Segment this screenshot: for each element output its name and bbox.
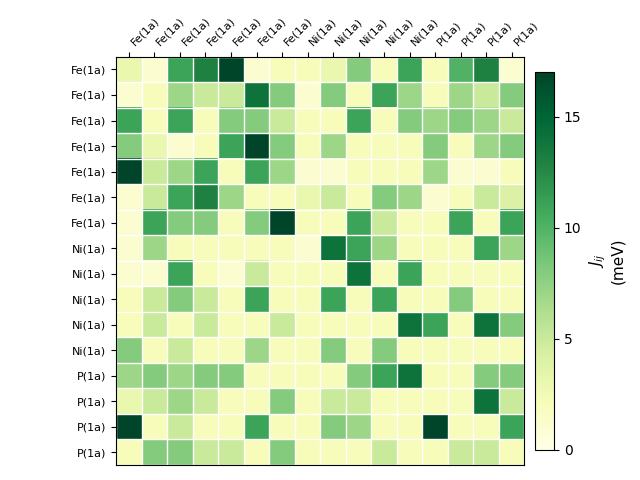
Y-axis label: $\mathit{J}_{ij}$
(meV): $\mathit{J}_{ij}$ (meV): [587, 238, 625, 284]
